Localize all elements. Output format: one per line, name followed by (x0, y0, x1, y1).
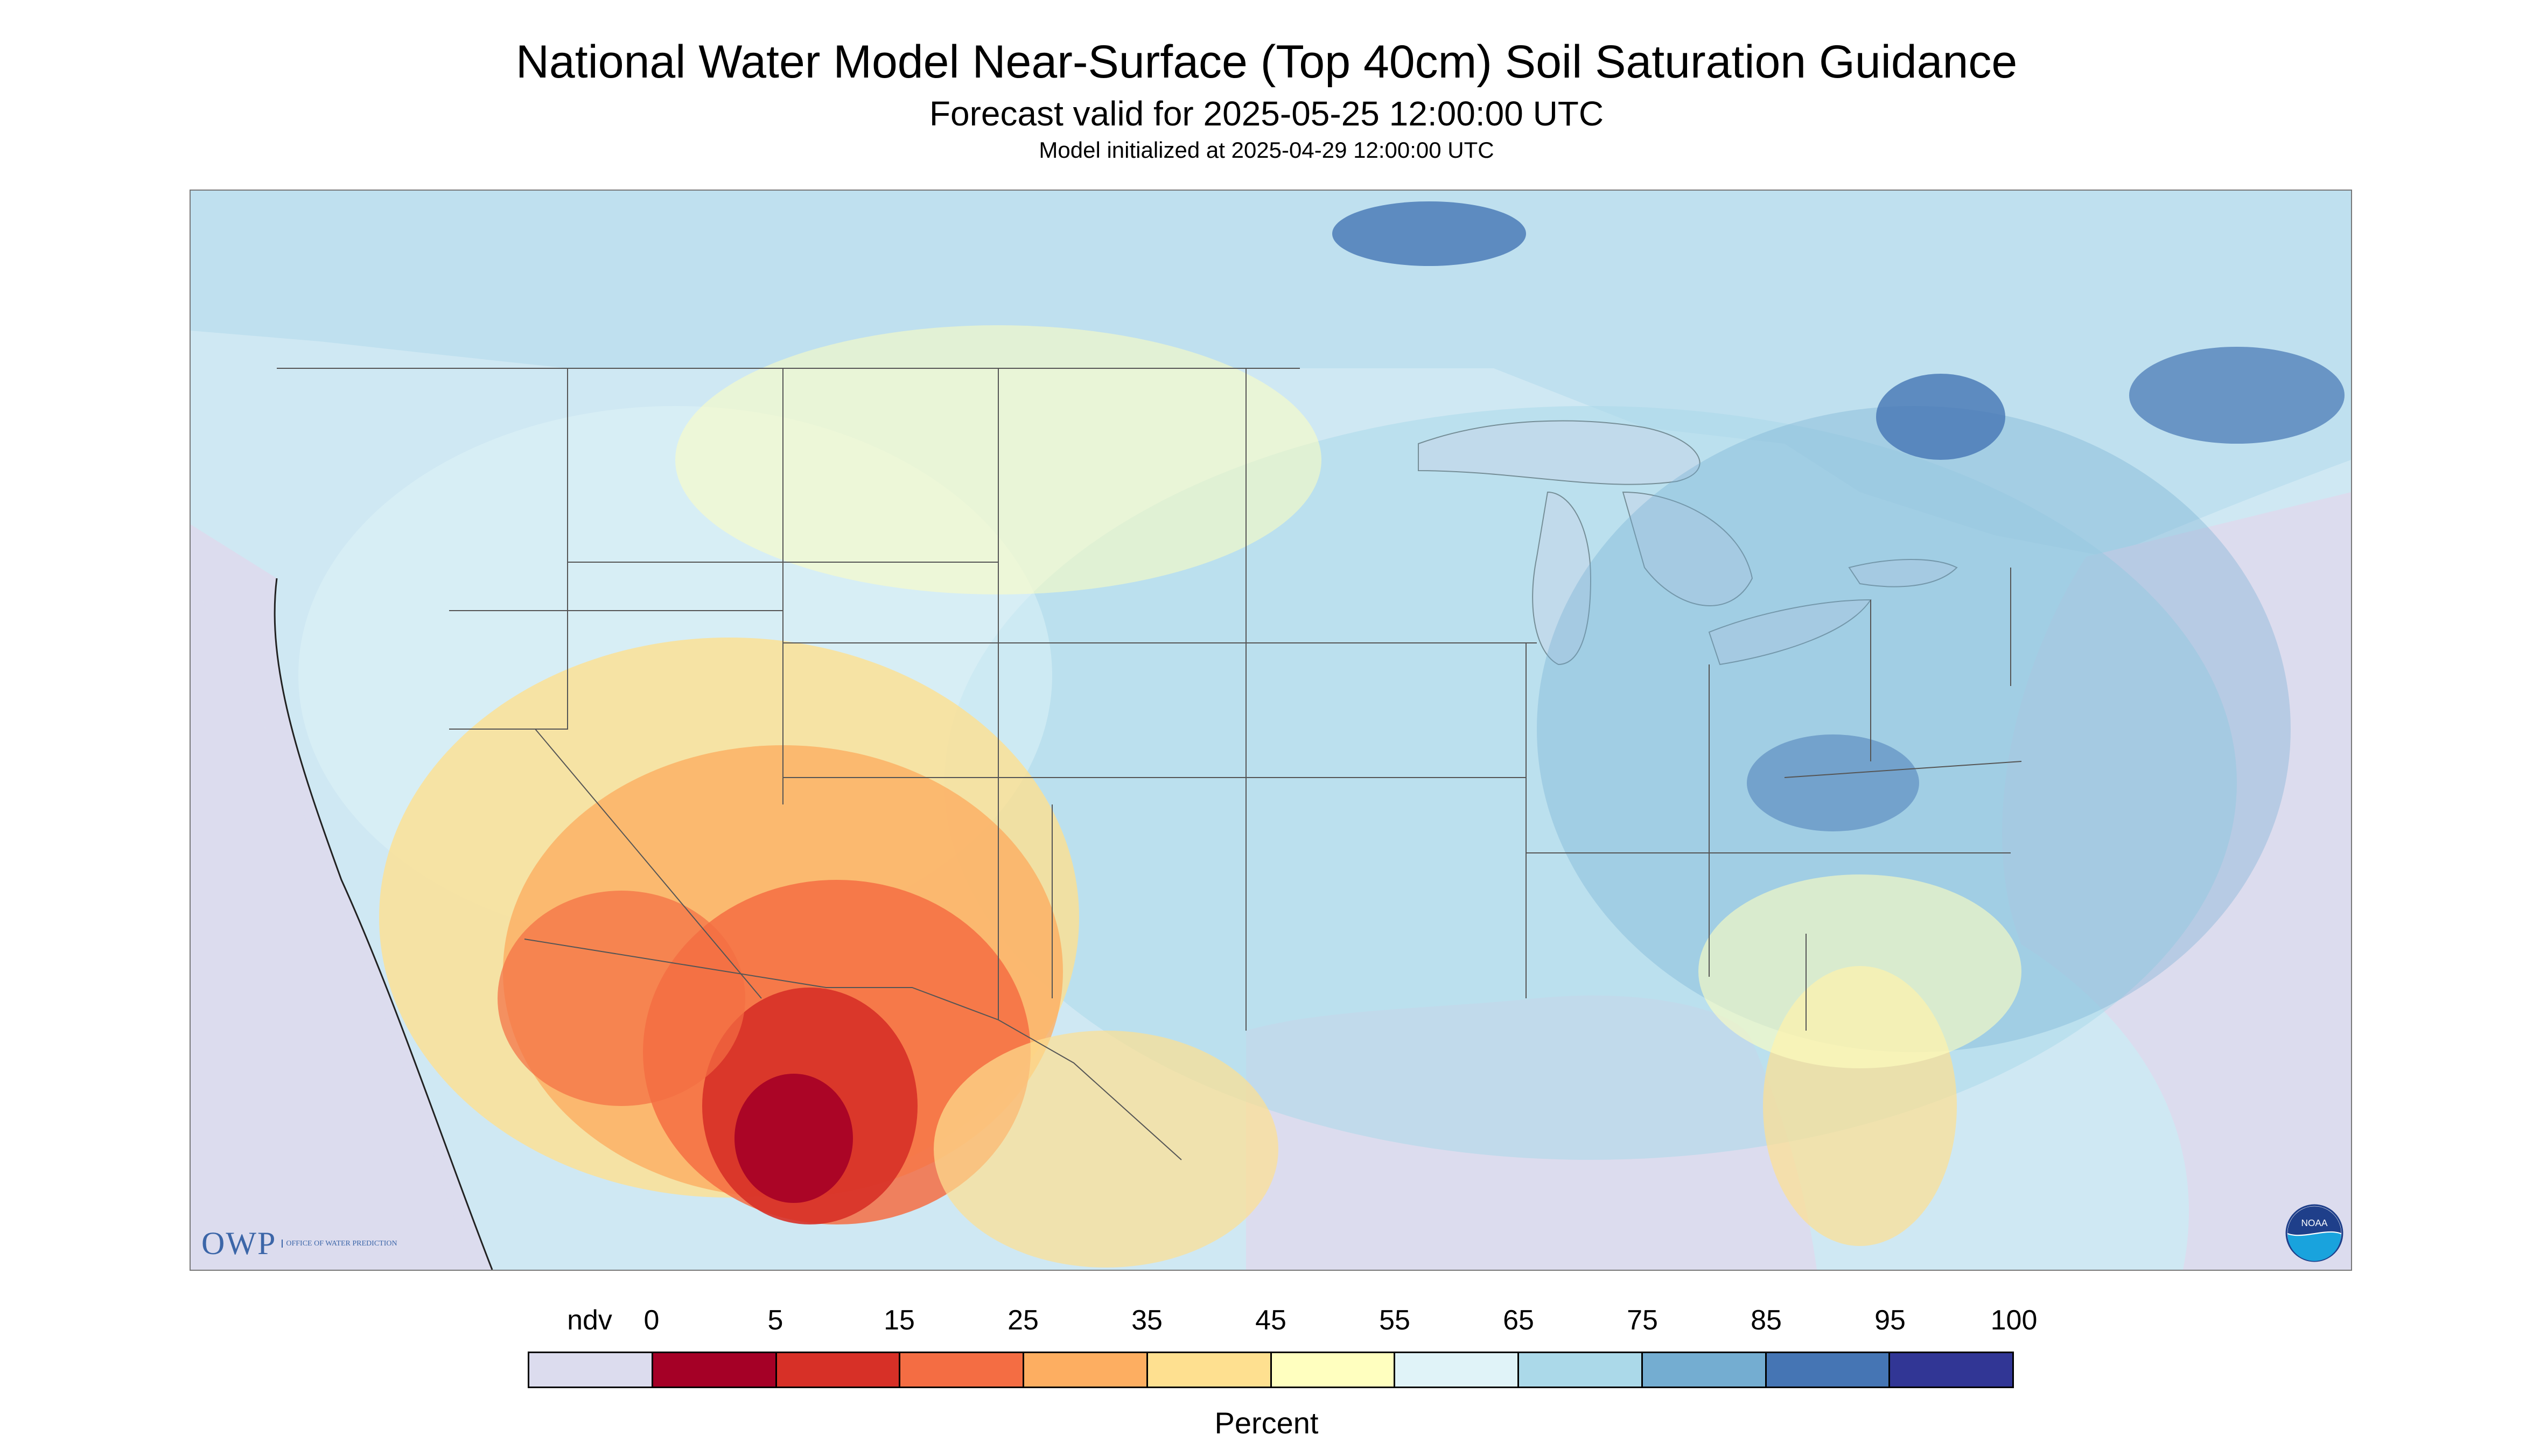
legend-swatch (1271, 1353, 1396, 1387)
noaa-logo-text: NOAA (2301, 1217, 2328, 1228)
legend-tick-label: 85 (1751, 1305, 1782, 1336)
owp-logo-text: OWP (201, 1226, 277, 1261)
model-init-line: Model initialized at 2025-04-29 12:00:00… (1039, 137, 1494, 163)
legend-tick-label: 25 (1007, 1305, 1039, 1336)
legend-swatch (653, 1353, 777, 1387)
legend-swatch (1395, 1353, 1519, 1387)
saturation-patch-sonora-core (734, 1074, 853, 1203)
owp-logo: OWP OFFICE OF WATER PREDICTION (201, 1225, 397, 1262)
legend-tick-label: 0 (643, 1305, 660, 1336)
legend-tick-label: 55 (1379, 1305, 1410, 1336)
saturation-patch-southeast (1698, 874, 2021, 1068)
canada-region (191, 191, 2351, 557)
state-borders (277, 368, 2022, 1160)
legend-swatch (900, 1353, 1024, 1387)
saturation-patch-kentucky (1747, 734, 1919, 831)
legend-ndv-label: ndv (567, 1305, 612, 1336)
noaa-logo-icon: NOAA (2285, 1204, 2343, 1262)
saturation-patch-texas (934, 1031, 1278, 1268)
saturation-map: OWP OFFICE OF WATER PREDICTION NOAA (190, 190, 2352, 1271)
legend-color-bar (528, 1352, 2014, 1388)
saturation-patch-arizona (498, 891, 745, 1106)
legend-swatch (1890, 1353, 2012, 1387)
saturation-patches (298, 201, 2345, 1268)
legend-tick-label: 5 (767, 1305, 783, 1336)
legend-tick-label: 75 (1627, 1305, 1658, 1336)
legend-tick-label: 65 (1503, 1305, 1534, 1336)
legend-swatch (776, 1353, 901, 1387)
legend-tick-label: 35 (1131, 1305, 1163, 1336)
owp-logo-subtext: OFFICE OF WATER PREDICTION (282, 1240, 397, 1248)
legend-tick-label: 45 (1255, 1305, 1286, 1336)
saturation-patch-quebec (2129, 347, 2345, 444)
legend-swatch (1766, 1353, 1891, 1387)
legend-tick-label: 95 (1874, 1305, 1906, 1336)
map-canvas (191, 191, 2351, 1270)
legend-tick-label: 100 (1990, 1305, 2038, 1336)
map-title: National Water Model Near-Surface (Top 4… (515, 36, 2018, 88)
legend-swatch (1642, 1353, 1767, 1387)
legend-unit-label: Percent (1214, 1406, 1319, 1440)
legend-swatch (1024, 1353, 1148, 1387)
saturation-patch-ontario (1876, 374, 2005, 460)
saturation-patch-hudson (1332, 201, 1526, 266)
color-legend: ndv 0 5 15 25 35 45 55 65 75 85 95 100 Percent (0, 1292, 2533, 1454)
saturation-patch-northeast (1537, 406, 2291, 1052)
legend-swatch (529, 1353, 653, 1387)
legend-swatch (1519, 1353, 1643, 1387)
coastline (274, 578, 493, 1270)
legend-tick-label: 15 (884, 1305, 915, 1336)
legend-swatch (1147, 1353, 1272, 1387)
forecast-valid-line: Forecast valid for 2025-05-25 12:00:00 U… (929, 94, 1604, 133)
pacific-ocean (191, 524, 492, 1270)
